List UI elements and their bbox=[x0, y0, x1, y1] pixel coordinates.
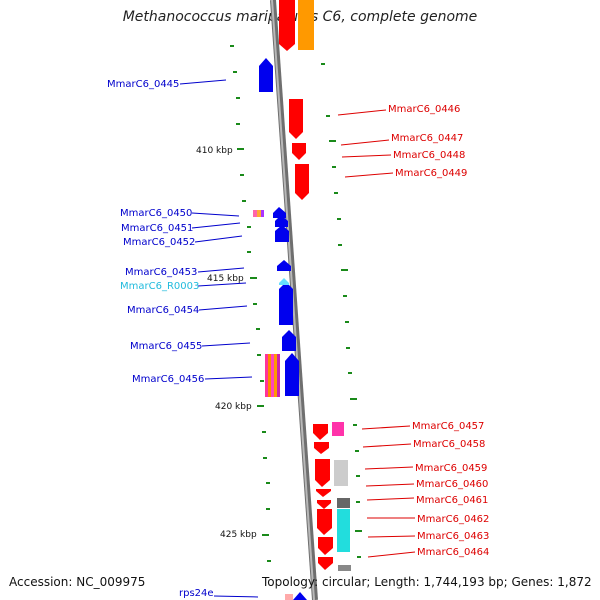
gene-label-MmarC6_0460[interactable]: MmarC6_0460 bbox=[416, 479, 488, 490]
left-leader-lines bbox=[179, 79, 259, 598]
reverse-genes bbox=[279, 0, 333, 570]
gene-label-MmarC6_0450[interactable]: MmarC6_0450 bbox=[120, 208, 192, 219]
accession-text: Accession: NC_009975 bbox=[9, 575, 146, 589]
gene-label-MmarC6_0458[interactable]: MmarC6_0458 bbox=[413, 439, 485, 450]
gene-reverse[interactable] bbox=[292, 143, 306, 160]
scale-label-420: 420 kbp bbox=[215, 402, 252, 412]
gene-forward[interactable] bbox=[273, 207, 286, 218]
gene-forward[interactable] bbox=[279, 282, 293, 325]
reverse-annotation-boxes bbox=[285, 0, 351, 600]
scale-label-410: 410 kbp bbox=[196, 146, 233, 156]
gene-label-MmarC6_0445[interactable]: MmarC6_0445 bbox=[107, 79, 179, 90]
gene-label-MmarC6_0464[interactable]: MmarC6_0464 bbox=[417, 547, 489, 558]
scale-label-425: 425 kbp bbox=[220, 530, 257, 540]
genome-info-text: Topology: circular; Length: 1,744,193 bp… bbox=[262, 575, 592, 589]
gene-reverse[interactable] bbox=[317, 500, 331, 509]
gene-label-MmarC6_0448[interactable]: MmarC6_0448 bbox=[393, 150, 465, 161]
gene-label-MmarC6_0446[interactable]: MmarC6_0446 bbox=[388, 104, 460, 115]
gene-label-MmarC6_0459[interactable]: MmarC6_0459 bbox=[415, 463, 487, 474]
gene-label-MmarC6_0456[interactable]: MmarC6_0456 bbox=[132, 374, 204, 385]
gene-reverse[interactable] bbox=[315, 459, 330, 487]
gene-label-MmarC6_0461[interactable]: MmarC6_0461 bbox=[416, 495, 488, 506]
gene-label-MmarC6_0463[interactable]: MmarC6_0463 bbox=[417, 531, 489, 542]
ruler-ticks bbox=[230, 45, 362, 562]
gene-reverse[interactable] bbox=[279, 0, 295, 51]
gene-label-MmarC6_0454[interactable]: MmarC6_0454 bbox=[127, 305, 199, 316]
gene-label-MmarC6_0449[interactable]: MmarC6_0449 bbox=[395, 168, 467, 179]
gene-forward[interactable] bbox=[259, 58, 273, 92]
gene-forward[interactable] bbox=[282, 330, 296, 351]
gene-label-MmarC6_0453[interactable]: MmarC6_0453 bbox=[125, 267, 197, 278]
gene-reverse[interactable] bbox=[316, 489, 331, 497]
gene-label-MmarC6_0447[interactable]: MmarC6_0447 bbox=[391, 133, 463, 144]
gene-label-MmarC6_0455[interactable]: MmarC6_0455 bbox=[130, 341, 202, 352]
gene-label-MmarC6_R0003[interactable]: MmarC6_R0003 bbox=[120, 281, 199, 292]
gene-label-MmarC6_0457[interactable]: MmarC6_0457 bbox=[412, 421, 484, 432]
gene-label-MmarC6_0452[interactable]: MmarC6_0452 bbox=[123, 237, 195, 248]
gene-forward[interactable] bbox=[293, 592, 307, 600]
gene-forward[interactable] bbox=[285, 353, 299, 396]
multi-color-locus bbox=[253, 210, 280, 397]
gene-reverse[interactable] bbox=[314, 442, 329, 454]
gene-reverse[interactable] bbox=[317, 509, 332, 535]
gene-forward[interactable] bbox=[277, 260, 291, 271]
gene-label-MmarC6_0451[interactable]: MmarC6_0451 bbox=[121, 223, 193, 234]
gene-reverse[interactable] bbox=[295, 164, 309, 200]
right-leader-lines bbox=[337, 109, 416, 558]
forward-genes bbox=[259, 58, 307, 600]
gene-reverse[interactable] bbox=[313, 424, 328, 440]
gene-reverse[interactable] bbox=[318, 557, 333, 570]
gene-label-rps24e[interactable]: rps24e bbox=[179, 588, 214, 599]
gene-forward[interactable] bbox=[275, 225, 289, 242]
gene-reverse[interactable] bbox=[289, 99, 303, 139]
gene-forward[interactable] bbox=[275, 215, 288, 227]
rna-gene[interactable] bbox=[279, 278, 289, 285]
scale-label-415: 415 kbp bbox=[207, 274, 244, 284]
gene-reverse[interactable] bbox=[318, 537, 333, 555]
gene-label-MmarC6_0462[interactable]: MmarC6_0462 bbox=[417, 514, 489, 525]
